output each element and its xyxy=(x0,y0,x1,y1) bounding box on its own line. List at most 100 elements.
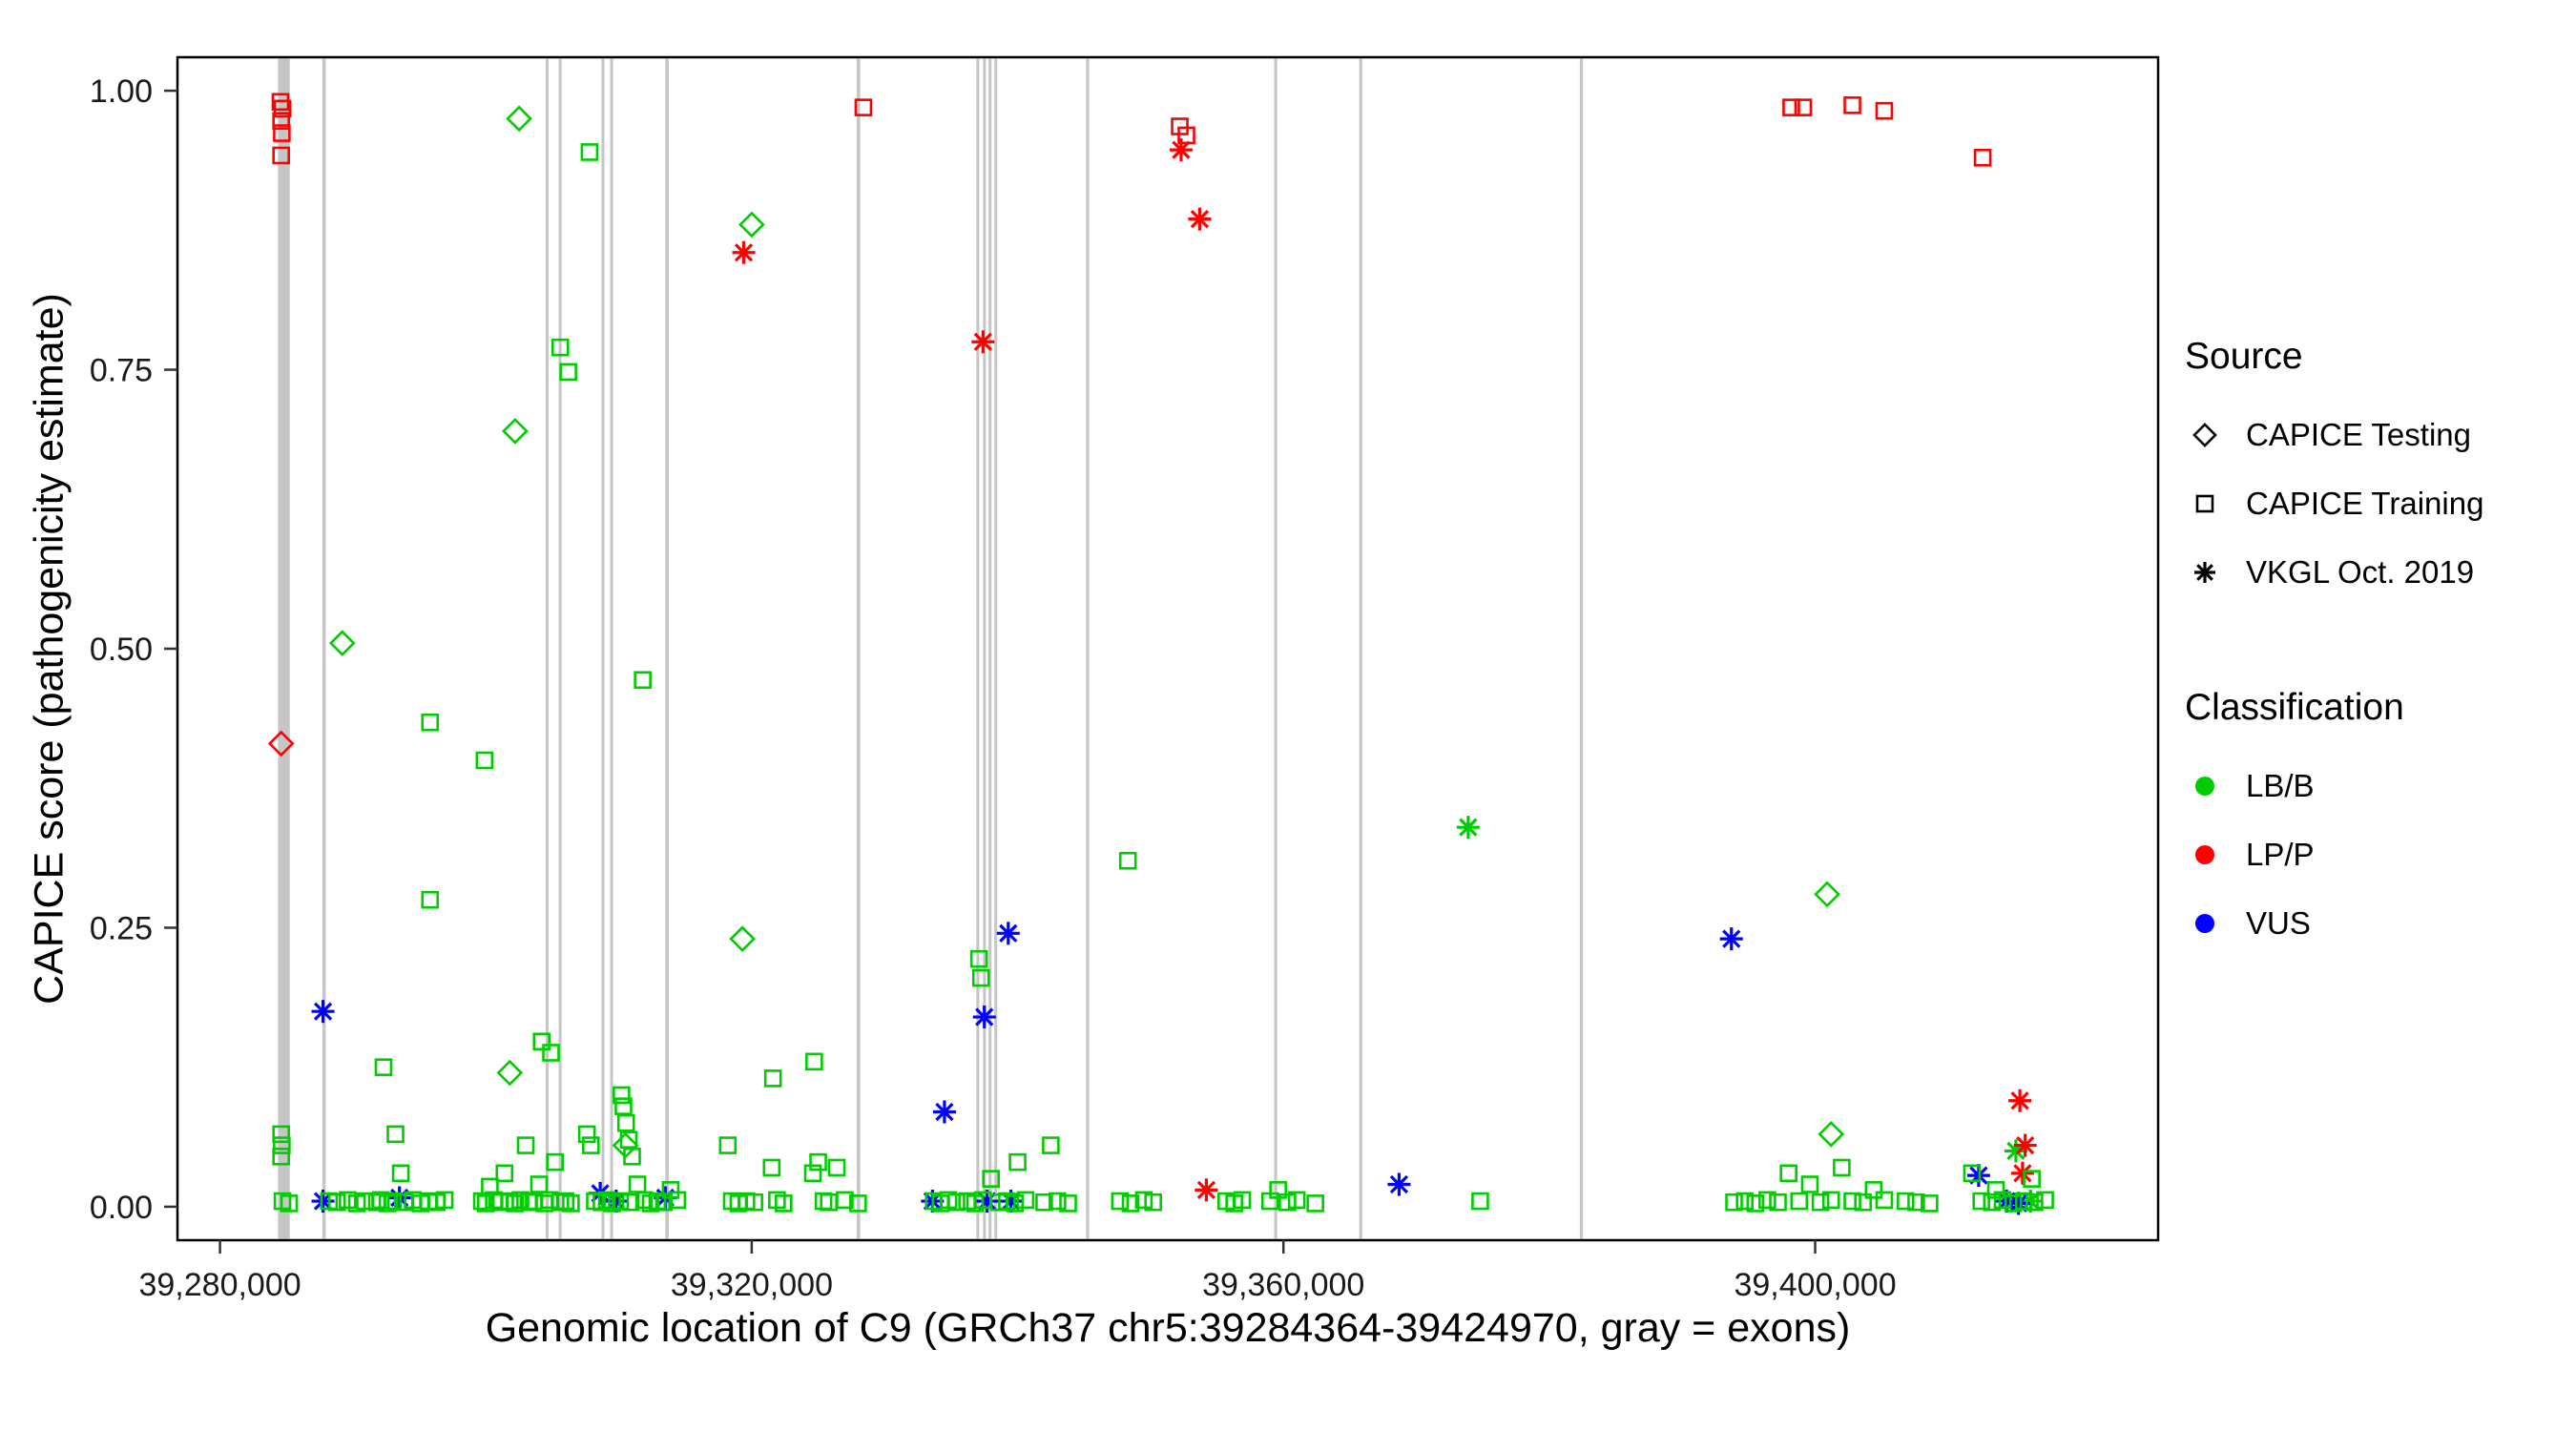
data-point xyxy=(1854,1192,1872,1212)
data-point xyxy=(272,1125,290,1144)
legend-item-capice-training[interactable]: CAPICE Training xyxy=(2183,469,2483,538)
data-point xyxy=(628,1175,647,1193)
data-point xyxy=(501,1192,519,1211)
data-point xyxy=(542,1044,560,1062)
data-point xyxy=(391,1164,410,1183)
x-axis-title: Genomic location of C9 (GRCh37 chr5:3928… xyxy=(485,1305,1851,1351)
data-point xyxy=(475,751,494,770)
data-point xyxy=(1190,210,1210,229)
x-tick-label: 39,280,000 xyxy=(138,1267,301,1303)
data-point xyxy=(1260,1192,1279,1211)
exon-band xyxy=(983,58,987,1239)
asterisk-icon xyxy=(2194,562,2215,583)
exon-band xyxy=(1579,58,1584,1239)
legend-classification: Classification LB/B LP/P VUS xyxy=(2183,687,2483,958)
data-point xyxy=(827,1158,846,1177)
legend-source: Source CAPICE Testing CAPICE Training VK… xyxy=(2183,336,2483,607)
data-point xyxy=(1735,1192,1754,1211)
data-point xyxy=(1287,1191,1306,1210)
diamond-icon xyxy=(2192,423,2217,447)
data-point xyxy=(1794,98,1813,116)
data-point xyxy=(1121,1194,1140,1213)
data-point xyxy=(999,923,1018,943)
data-point xyxy=(836,1191,854,1210)
data-point xyxy=(546,1152,564,1172)
data-point xyxy=(592,1192,611,1212)
circle-icon xyxy=(2195,777,2214,796)
legend-item-lbb[interactable]: LB/B xyxy=(2183,752,2483,820)
legend-source-title: Source xyxy=(2185,336,2303,377)
data-point xyxy=(935,1102,954,1122)
data-point xyxy=(1769,1192,1787,1212)
data-point xyxy=(506,1194,525,1213)
exon-band xyxy=(610,58,613,1239)
x-tick-label: 39,360,000 xyxy=(1202,1267,1364,1303)
exon-band xyxy=(665,58,669,1239)
data-point xyxy=(313,1002,333,1021)
data-point xyxy=(611,1192,630,1211)
data-point xyxy=(1907,1192,1925,1212)
data-point xyxy=(1790,1192,1809,1211)
data-point xyxy=(971,968,990,987)
data-point xyxy=(1814,881,1840,908)
data-point xyxy=(1963,1164,1982,1183)
data-point xyxy=(2013,1164,2032,1183)
square-icon xyxy=(2195,494,2214,513)
data-point xyxy=(1758,1191,1776,1210)
data-point xyxy=(421,713,440,732)
y-tick-label: 0.25 xyxy=(90,910,153,946)
data-point xyxy=(582,1136,600,1154)
data-point xyxy=(973,332,992,351)
data-point xyxy=(1779,1164,1797,1183)
data-point xyxy=(272,146,290,165)
data-point xyxy=(668,1191,687,1210)
data-point xyxy=(734,243,754,262)
data-point xyxy=(809,1152,827,1172)
data-point xyxy=(969,949,988,968)
data-point xyxy=(502,418,529,445)
data-point xyxy=(1833,1158,1851,1177)
data-point xyxy=(854,98,873,116)
data-point xyxy=(496,1059,524,1087)
data-point xyxy=(738,211,765,238)
data-point xyxy=(273,99,292,118)
data-point xyxy=(516,1136,535,1154)
data-point xyxy=(1821,1191,1840,1210)
data-point xyxy=(1008,1152,1027,1172)
data-point xyxy=(1921,1194,1939,1213)
legend-item-capice-testing[interactable]: CAPICE Testing xyxy=(2183,401,2483,469)
data-point xyxy=(273,1136,291,1154)
data-point xyxy=(1118,851,1137,870)
legend-item-vus[interactable]: VUS xyxy=(2183,889,2483,958)
data-point xyxy=(803,1164,822,1183)
exon-band xyxy=(976,58,980,1239)
data-point xyxy=(1896,1192,1915,1211)
data-point xyxy=(327,1192,346,1212)
data-point xyxy=(559,363,577,382)
data-point xyxy=(1016,1191,1035,1210)
data-point xyxy=(339,1191,357,1210)
data-point xyxy=(530,1175,549,1193)
data-point xyxy=(532,1032,551,1051)
data-point xyxy=(982,1170,1000,1188)
data-point xyxy=(1196,1180,1216,1199)
data-point xyxy=(1843,1192,1861,1211)
data-point xyxy=(1875,101,1894,120)
data-point xyxy=(1972,1192,1990,1211)
data-point xyxy=(1172,140,1191,159)
legend-item-label: VKGL Oct. 2019 xyxy=(2246,554,2475,590)
data-point xyxy=(1722,929,1741,948)
data-point xyxy=(1233,1191,1252,1210)
data-point xyxy=(1035,1192,1053,1212)
y-tick-label: 0.50 xyxy=(90,632,153,668)
data-point xyxy=(849,1194,867,1213)
data-point xyxy=(2016,1135,2035,1155)
circle-icon xyxy=(2195,914,2214,933)
data-point xyxy=(580,143,599,161)
exon-band xyxy=(1359,58,1362,1239)
legend-item-lpp[interactable]: LP/P xyxy=(2183,820,2483,889)
legend-item-vkgl[interactable]: VKGL Oct. 2019 xyxy=(2183,538,2483,607)
data-point xyxy=(763,1069,782,1088)
data-point xyxy=(1459,818,1478,837)
